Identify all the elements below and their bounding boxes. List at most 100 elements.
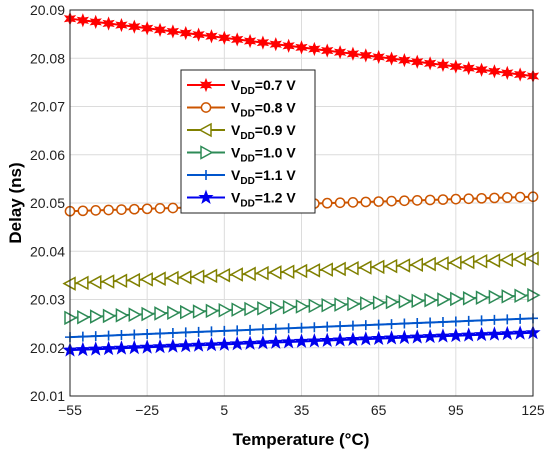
data-point: [257, 324, 268, 335]
data-point: [245, 324, 256, 335]
data-point: [501, 192, 513, 203]
x-tick-label: 125: [521, 402, 545, 418]
data-point: [244, 301, 258, 317]
data-point: [167, 327, 178, 338]
data-point: [103, 330, 114, 341]
data-point: [76, 13, 90, 28]
data-point: [116, 204, 127, 215]
x-tick-label: 65: [371, 402, 387, 418]
data-point: [89, 14, 102, 29]
data-point: [359, 48, 372, 63]
data-point: [139, 339, 155, 354]
data-point: [102, 308, 117, 324]
data-point: [437, 292, 451, 307]
data-point: [231, 302, 245, 317]
data-point: [486, 253, 501, 268]
data-point: [229, 335, 245, 351]
data-point: [373, 196, 385, 207]
data-point: [129, 329, 140, 340]
data-point: [306, 333, 322, 348]
data-point: [191, 269, 205, 284]
data-point: [180, 304, 194, 320]
data-point: [141, 306, 155, 322]
y-tick-label: 20.09: [30, 2, 65, 18]
data-point: [461, 254, 475, 270]
data-point: [191, 337, 207, 352]
data-point: [255, 265, 269, 281]
data-point: [501, 65, 514, 81]
data-point: [88, 274, 102, 290]
data-point: [113, 340, 130, 355]
data-point: [193, 326, 204, 337]
data-point: [461, 327, 477, 342]
data-point: [486, 326, 502, 341]
y-tick-label: 20.06: [30, 147, 65, 163]
data-point: [386, 195, 397, 207]
y-tick-label: 20.05: [30, 195, 65, 211]
data-point: [437, 194, 449, 205]
data-point: [128, 307, 142, 322]
data-point: [205, 303, 220, 319]
y-axis-label: Delay (ns): [6, 162, 25, 243]
data-point: [360, 296, 374, 311]
data-point: [476, 192, 487, 204]
data-point: [113, 273, 128, 289]
series-layer: [62, 11, 541, 357]
data-point: [77, 309, 91, 325]
data-point: [219, 325, 230, 336]
data-point: [293, 333, 310, 348]
data-point: [437, 316, 448, 327]
data-point: [257, 301, 271, 316]
data-point: [167, 305, 181, 321]
data-point: [270, 323, 281, 334]
data-point: [178, 337, 194, 353]
data-point: [475, 290, 490, 305]
data-point: [126, 272, 141, 288]
data-point: [476, 315, 487, 326]
data-point: [255, 334, 271, 350]
data-point: [116, 330, 127, 341]
data-point: [141, 21, 154, 36]
data-point: [283, 323, 294, 334]
x-tick-label: −25: [135, 402, 159, 418]
data-point: [192, 27, 205, 42]
y-tick-label: 20.07: [30, 99, 65, 115]
data-point: [309, 322, 320, 333]
data-point: [77, 331, 88, 342]
data-point: [322, 321, 333, 332]
data-point: [335, 321, 346, 332]
series-5: [65, 313, 538, 343]
legend-label: VDD=1.0 V: [231, 145, 296, 165]
data-point: [77, 205, 89, 217]
data-point: [423, 56, 437, 71]
data-point: [218, 30, 231, 45]
data-point: [203, 268, 218, 284]
data-point: [295, 299, 310, 314]
data-point: [462, 291, 477, 306]
x-tick-label: −55: [58, 402, 82, 418]
data-point: [281, 264, 295, 279]
data-point: [499, 325, 515, 341]
legend-item: VDD=1.2 V: [187, 190, 296, 210]
data-point: [332, 261, 346, 277]
data-point: [332, 332, 348, 347]
data-point: [371, 259, 385, 275]
data-point: [229, 267, 243, 282]
data-point: [462, 61, 475, 76]
data-point: [321, 43, 334, 58]
plot-frame: [69, 9, 534, 397]
data-point: [383, 330, 400, 345]
legend-item: VDD=1.1 V: [187, 167, 296, 187]
data-point: [499, 252, 514, 268]
data-point: [398, 53, 411, 68]
data-point: [218, 303, 232, 318]
data-point: [139, 272, 153, 287]
data-point: [475, 62, 488, 77]
data-point: [422, 328, 438, 344]
data-point: [436, 57, 450, 73]
data-point: [396, 258, 411, 273]
data-point: [450, 316, 461, 327]
data-point: [513, 67, 527, 82]
data-point: [206, 326, 217, 337]
